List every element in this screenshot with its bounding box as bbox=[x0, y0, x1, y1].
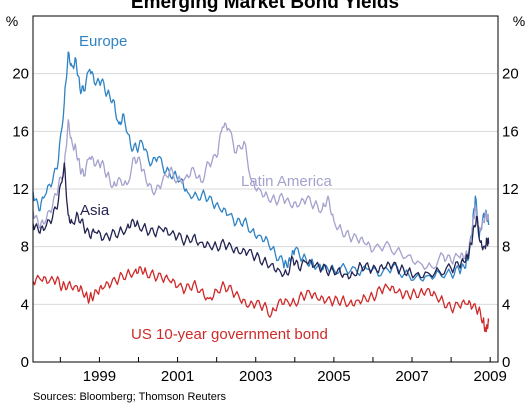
y-tick-right-16: 16 bbox=[502, 123, 519, 140]
label-latin-america: Latin America bbox=[241, 173, 333, 190]
series-europe bbox=[32, 51, 490, 282]
y-tick-right-8: 8 bbox=[502, 239, 510, 256]
y-tick-right-4: 4 bbox=[502, 296, 510, 313]
x-axis-ticks: 1999 2001 2003 2005 2007 2009 bbox=[59, 357, 507, 385]
x-tick-1999: 1999 bbox=[83, 368, 116, 385]
y-tick-right-20: 20 bbox=[502, 66, 519, 83]
x-tick-2003: 2003 bbox=[239, 368, 272, 385]
left-axis-unit: % bbox=[6, 13, 18, 29]
chart-title: Emerging Market Bond Yields bbox=[131, 0, 399, 13]
y-tick-left-0: 0 bbox=[21, 354, 29, 371]
series-lines bbox=[32, 51, 490, 333]
y-tick-left-16: 16 bbox=[12, 123, 29, 140]
x-tick-2007: 2007 bbox=[395, 368, 428, 385]
plot-frame bbox=[32, 15, 499, 363]
series-latin-america bbox=[32, 119, 490, 270]
y-tick-right-12: 12 bbox=[502, 181, 519, 198]
label-us-10-year: US 10-year government bond bbox=[131, 326, 328, 343]
label-europe: Europe bbox=[79, 33, 127, 50]
series-asia bbox=[32, 162, 490, 280]
y-tick-left-20: 20 bbox=[12, 66, 29, 83]
y-tick-left-12: 12 bbox=[12, 181, 29, 198]
x-tick-2001: 2001 bbox=[161, 368, 194, 385]
y-tick-left-8: 8 bbox=[21, 239, 29, 256]
right-axis-unit: % bbox=[513, 13, 525, 29]
x-tick-2005: 2005 bbox=[317, 368, 350, 385]
y-axis-ticks: 0 0 4 4 8 8 12 12 16 16 20 20 bbox=[12, 66, 518, 371]
x-tick-2009: 2009 bbox=[473, 368, 506, 385]
series-us-10-year-government-bond bbox=[32, 266, 490, 333]
label-asia: Asia bbox=[80, 202, 110, 219]
source-note: Sources: Bloomberg; Thomson Reuters bbox=[33, 391, 226, 403]
gridlines bbox=[33, 73, 498, 305]
y-tick-left-4: 4 bbox=[21, 296, 29, 313]
y-tick-right-0: 0 bbox=[502, 354, 510, 371]
